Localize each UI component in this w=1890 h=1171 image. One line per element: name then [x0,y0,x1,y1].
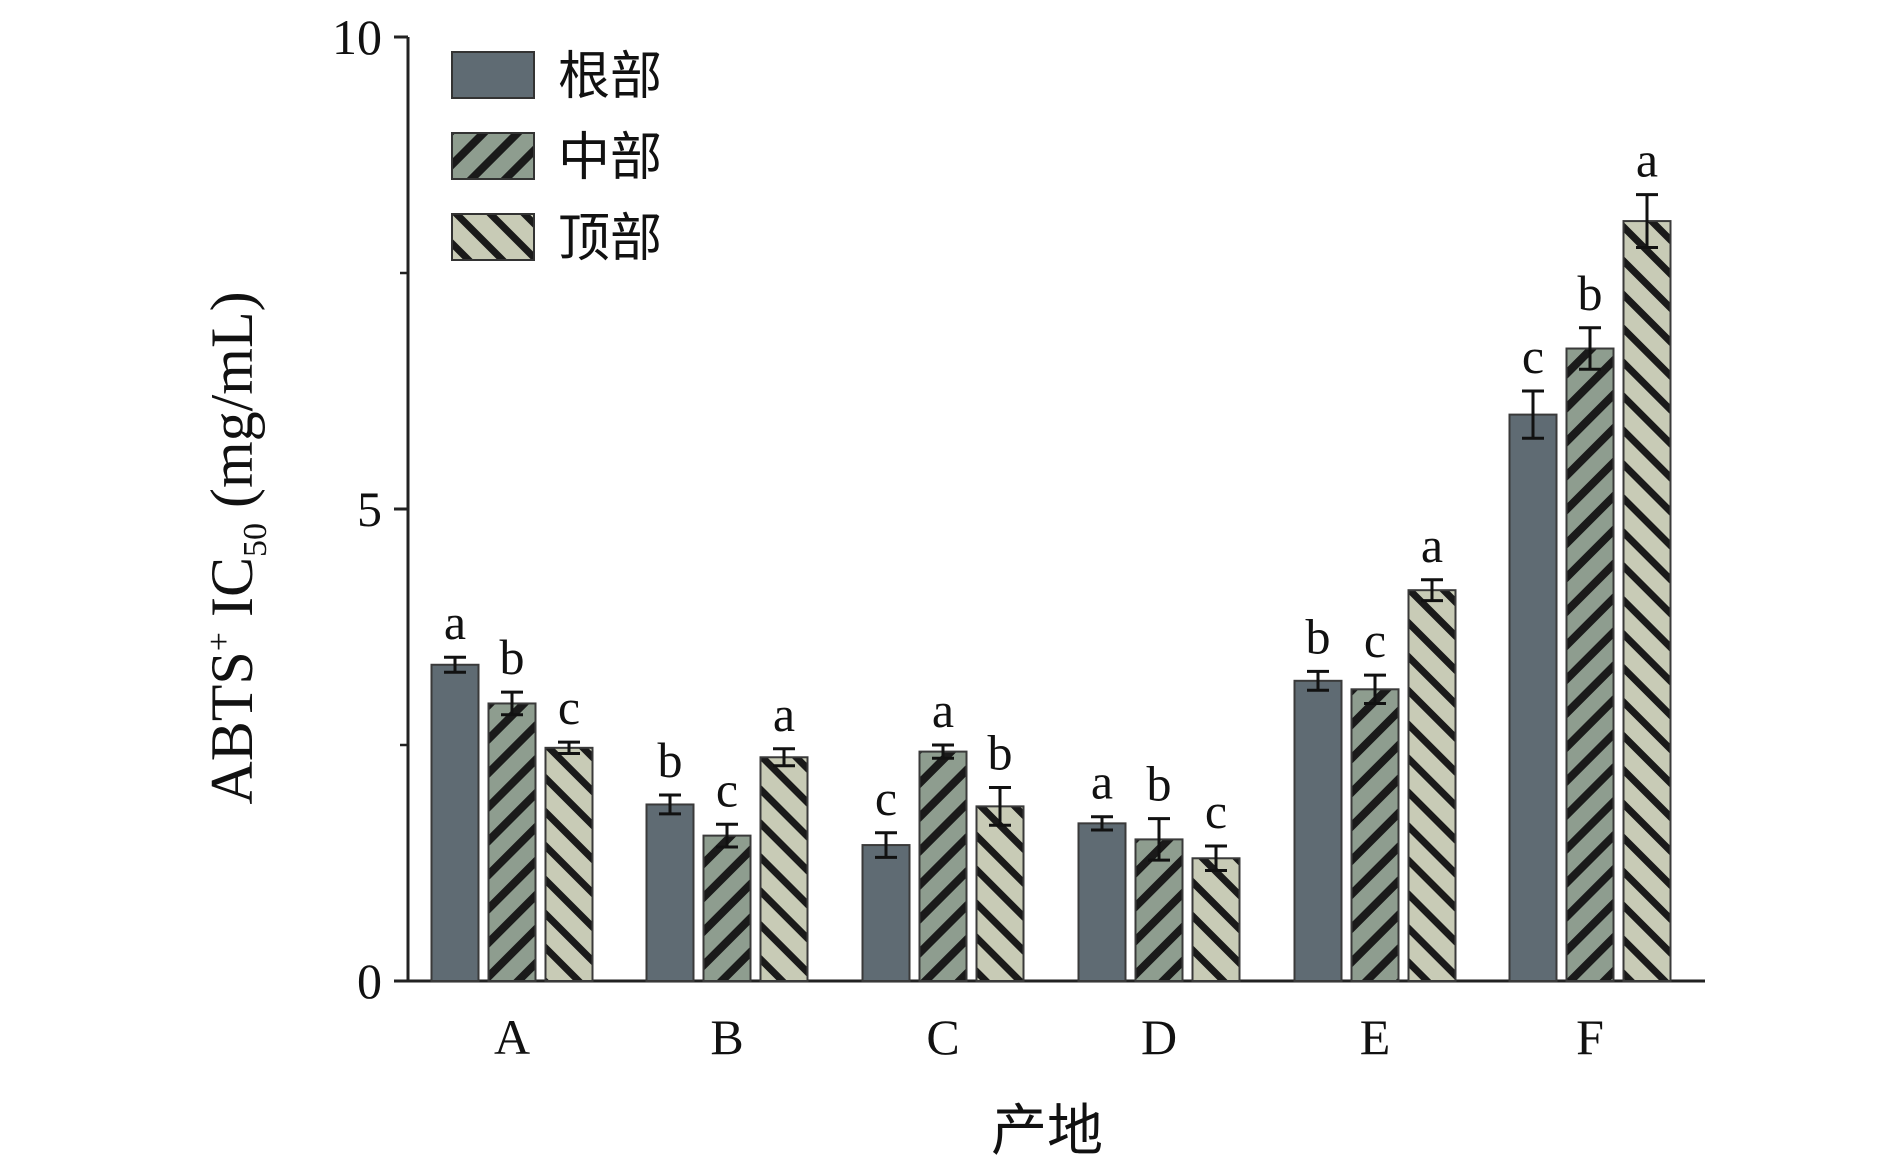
error-bars [444,193,1658,873]
sig-label-D-series-0: a [1091,754,1113,810]
error-bar-C-series-2 [989,785,1011,827]
bar-A-series-1 [487,702,537,982]
legend-swatch-root [451,51,535,99]
sig-label-A-series-1: b [500,629,525,685]
legend-swatch-top [451,213,535,261]
y-tick-label: 5 [357,481,382,537]
bar-D-series-2 [1191,857,1241,983]
sig-label-E-series-0: b [1306,608,1331,664]
error-bar-D-series-0 [1091,815,1113,832]
bar-E-series-0 [1293,679,1343,982]
y-axis-title-main: ABTS [199,651,265,804]
bar-B-series-1 [702,834,752,983]
sig-label-C-series-2: b [988,724,1013,780]
sig-label-A-series-0: a [444,594,466,650]
y-ticks: 0 5 10 [332,9,408,1009]
y-tick-label: 0 [357,953,382,1009]
bar-E-series-2 [1407,589,1457,983]
legend: 根部 中部 顶部 [451,47,662,269]
sig-label-A-series-2: c [558,679,580,735]
error-bar-F-series-2 [1636,193,1658,250]
bar-C-series-0 [861,844,911,983]
y-axis-title: ABTS+ IC50 (mg/mL) [199,291,274,804]
error-bar-C-series-1 [932,743,954,760]
error-bar-D-series-1 [1148,817,1170,862]
error-bar-F-series-1 [1579,326,1601,371]
error-bar-E-series-0 [1307,669,1329,692]
bars [430,220,1672,983]
y-tick-label: 10 [332,9,382,65]
sig-label-C-series-0: c [875,770,897,826]
error-bar-B-series-1 [716,822,738,849]
legend-label-top: 顶部 [558,209,662,269]
sig-label-B-series-2: a [773,686,795,742]
y-axis-title-unit: (mg/mL) [199,291,265,523]
sig-label-E-series-1: c [1364,612,1386,668]
error-bar-B-series-0 [659,793,681,816]
sig-label-F-series-1: b [1578,265,1603,321]
x-category-labels: A B C D E F [494,1009,1604,1065]
sig-label-D-series-1: b [1147,756,1172,812]
sig-label-E-series-2: a [1421,517,1443,573]
bar-C-series-1 [918,750,968,982]
sig-label-D-series-2: c [1205,783,1227,839]
bar-F-series-2 [1622,220,1672,982]
bar-B-series-0 [645,803,695,982]
x-category-label: A [494,1009,530,1065]
bar-E-series-1 [1350,688,1400,983]
legend-swatch-middle [451,132,535,180]
sig-label-F-series-2: a [1636,132,1658,188]
y-axis-title-sub: 50 [237,523,274,557]
x-category-label: D [1141,1009,1177,1065]
bar-F-series-1 [1565,347,1615,982]
bar-D-series-1 [1134,838,1184,983]
y-axis-title-ic: IC [199,557,265,632]
x-axis-title: 产地 [991,1099,1103,1164]
y-axis-title-sup: + [201,632,238,651]
bar-B-series-2 [759,756,809,982]
error-bar-A-series-0 [444,655,466,674]
bar-F-series-0 [1508,413,1558,983]
error-bar-E-series-1 [1364,673,1386,705]
bar-C-series-2 [975,805,1025,982]
error-bar-E-series-2 [1421,578,1443,603]
sig-label-F-series-0: c [1522,328,1544,384]
sig-label-C-series-1: a [932,682,954,738]
error-bar-F-series-0 [1522,389,1544,440]
x-category-label: E [1360,1009,1391,1065]
bar-A-series-0 [430,663,480,982]
error-bar-B-series-2 [773,747,795,768]
error-bar-A-series-1 [501,690,523,717]
bar-A-series-2 [544,746,594,982]
legend-label-middle: 中部 [558,128,662,188]
x-category-label: C [926,1009,959,1065]
sig-label-B-series-1: c [716,761,738,817]
x-category-label: B [710,1009,743,1065]
legend-label-root: 根部 [558,47,662,107]
error-bar-A-series-2 [558,740,580,755]
error-bar-C-series-0 [875,831,897,859]
sig-label-B-series-0: b [658,732,683,788]
bar-D-series-0 [1077,822,1127,982]
x-category-label: F [1576,1009,1604,1065]
error-bar-D-series-2 [1205,844,1227,873]
